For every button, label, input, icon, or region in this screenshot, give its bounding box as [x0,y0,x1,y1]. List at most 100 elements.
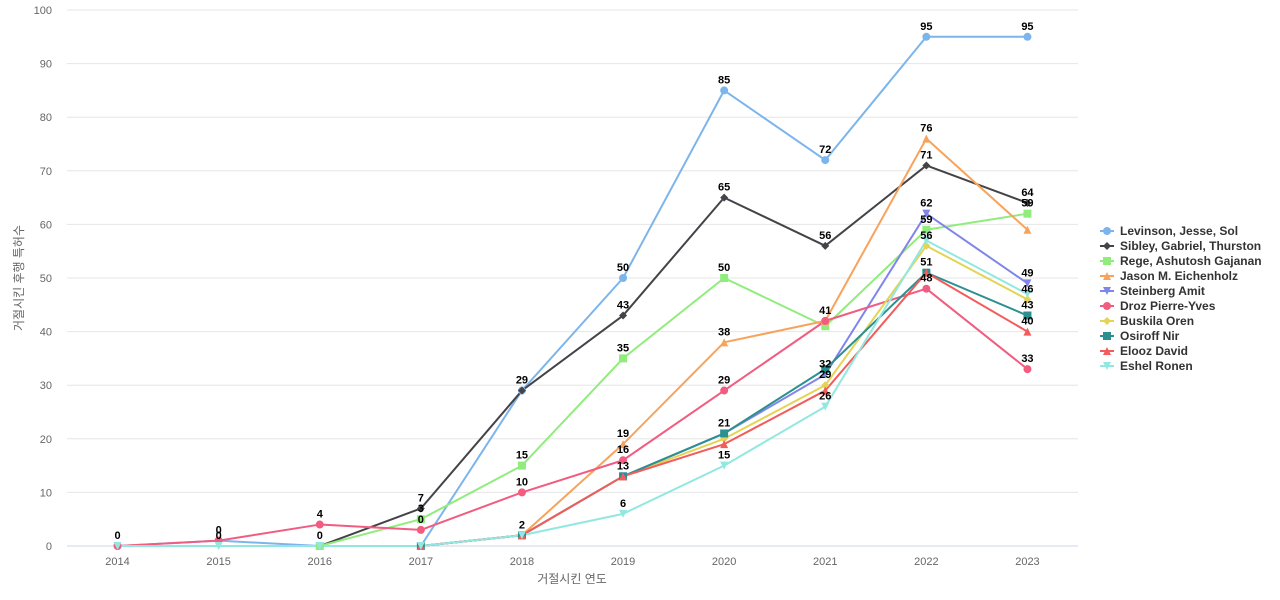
data-point [720,386,729,395]
data-point [821,386,830,395]
data-point [720,193,729,202]
data-point [416,542,425,550]
data-point [821,402,830,411]
data-label: 46 [1021,283,1033,295]
data-label: 0 [216,530,222,542]
legend-marker [1103,317,1111,325]
data-label: 76 [920,123,932,135]
series-line [419,271,1029,547]
data-label: 15 [516,450,528,462]
data-point [720,338,729,347]
legend-item[interactable]: Eshel Ronen [1100,359,1193,373]
series-line [116,287,1029,547]
y-tick-label: 80 [40,112,52,124]
data-point [416,504,425,513]
x-tick-label: 2016 [308,556,332,568]
legend-item[interactable]: Droz Pierre-Yves [1100,299,1216,313]
legend-item[interactable]: Buskila Oren [1100,314,1194,328]
data-point [517,531,526,540]
legend-marker [1103,227,1111,235]
data-point [416,525,425,534]
y-tick-label: 90 [40,59,52,71]
data-point [1023,290,1032,299]
legend-item[interactable]: Rege, Ashutosh Gajanan [1100,254,1262,268]
data-point [821,322,830,331]
legend-marker [1103,257,1111,265]
data-point [1023,225,1032,234]
legend-label: Eshel Ronen [1120,359,1193,373]
data-point [922,236,931,245]
legend-item[interactable]: Levinson, Jesse, Sol [1100,224,1238,238]
data-label: 7 [418,492,424,504]
x-axis-title: 거절시킨 연도 [537,572,607,586]
data-point [619,311,628,320]
data-label: 29 [516,375,528,387]
legend-label: Buskila Oren [1120,314,1194,328]
data-point [821,381,830,390]
data-point [619,456,628,465]
data-label: 26 [819,391,831,403]
legend-marker [1103,302,1111,310]
series-line [419,271,1029,547]
data-point [517,461,526,470]
data-label: 29 [718,375,730,387]
data-point [619,440,628,449]
data-point [720,429,729,438]
data-label: 15 [718,450,730,462]
data-label: 10 [516,476,528,488]
data-point [517,488,526,497]
legend-item[interactable]: Steinberg Amit [1100,284,1205,298]
data-label: 16 [617,444,629,456]
data-label: 64 [1021,187,1034,199]
legend-label: Sibley, Gabriel, Thurston [1120,239,1261,253]
data-label: 32 [819,358,831,370]
data-point [720,86,729,95]
data-point [619,354,628,363]
data-point [821,156,830,165]
data-label: 33 [1021,353,1033,365]
legend-marker [1103,242,1111,250]
data-label: 59 [920,214,932,226]
data-label: 3 [418,503,424,515]
legend-label: Elooz David [1120,344,1188,358]
data-point [922,241,931,250]
series-line [116,239,1029,547]
data-label: 2 [519,519,525,531]
data-point [922,268,931,277]
x-tick-label: 2022 [914,556,938,568]
data-label: 85 [718,74,730,86]
y-tick-label: 70 [40,166,52,178]
data-point [1023,279,1032,288]
data-label: 71 [920,149,932,161]
data-label: 0 [114,530,120,542]
data-label: 21 [718,417,730,429]
legend-item[interactable]: Elooz David [1100,344,1188,358]
y-tick-label: 20 [40,434,52,446]
legend-item[interactable]: Jason M. Eichenholz [1100,269,1238,283]
data-label: 19 [617,428,629,440]
y-tick-label: 0 [46,541,52,553]
data-point [1023,365,1032,374]
y-tick-label: 60 [40,219,52,231]
data-label: 72 [819,144,831,156]
legend-label: Rege, Ashutosh Gajanan [1120,254,1262,268]
y-axis-ticks: 0 10 20 30 40 50 60 70 80 90 100 [34,5,52,553]
x-tick-label: 2017 [409,556,433,568]
data-point [922,161,931,170]
data-label: 59 [1021,198,1033,210]
data-label: 13 [617,460,629,472]
legend-marker [1103,347,1111,355]
data-point [922,134,931,143]
data-point [113,542,122,550]
y-tick-label: 40 [40,327,52,339]
legend-item[interactable]: Sibley, Gabriel, Thurston [1100,239,1261,253]
data-point [315,542,324,550]
data-label: 56 [920,230,932,242]
x-tick-label: 2021 [813,556,837,568]
legend-item[interactable]: Osiroff Nir [1100,329,1180,343]
data-point [1023,198,1032,207]
y-axis-title: 거절시킨 후행 특허수 [11,225,26,331]
x-tick-label: 2018 [510,556,534,568]
data-label: 95 [920,21,932,33]
